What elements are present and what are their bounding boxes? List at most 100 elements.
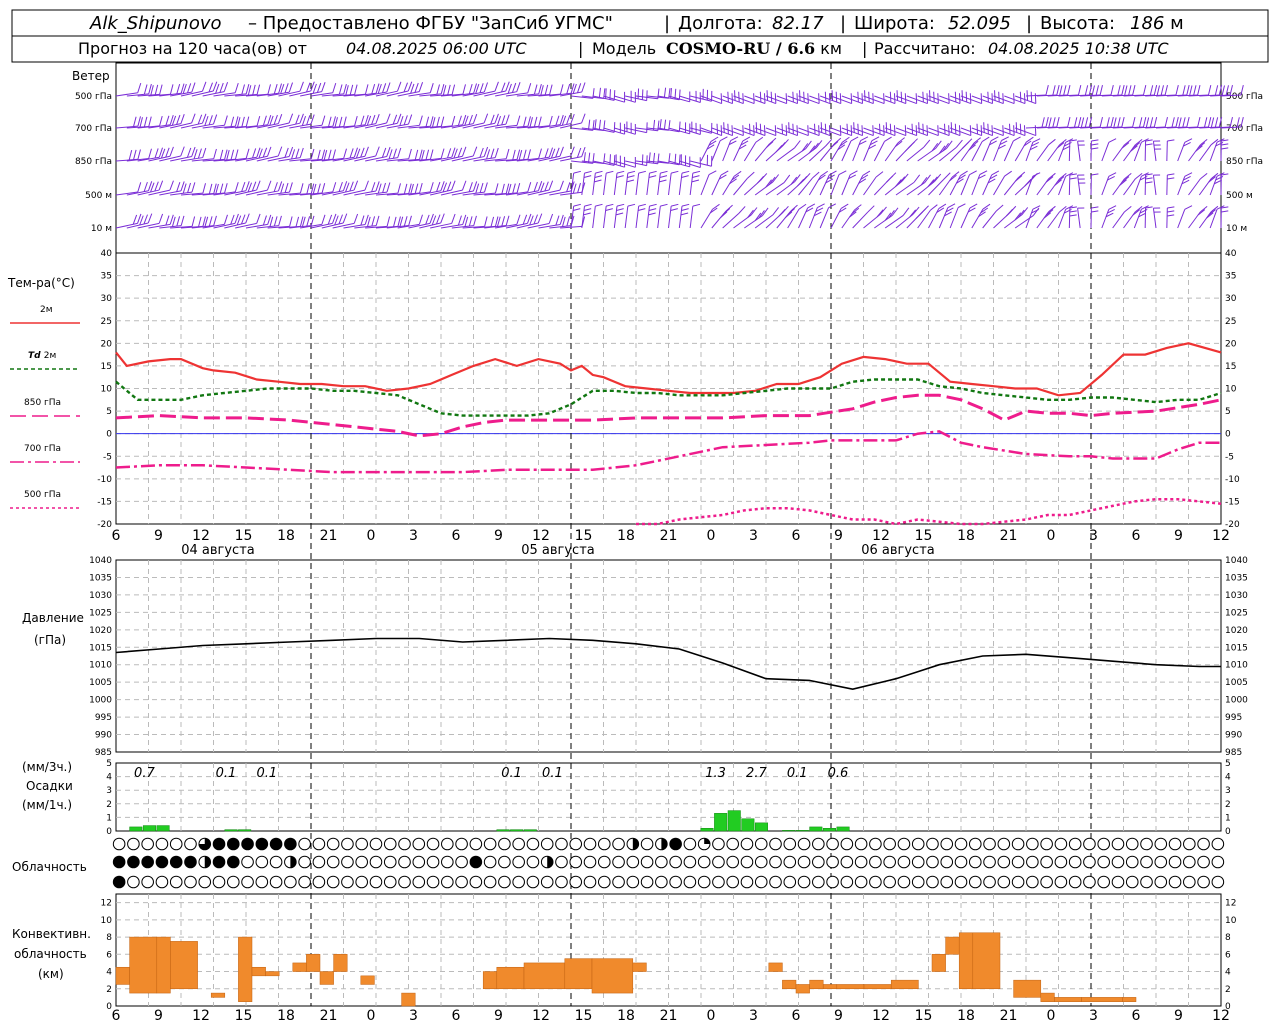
cloud-circle [569, 837, 583, 851]
wind-barb-feather [1056, 142, 1065, 149]
wind-barb-feather [1167, 206, 1175, 209]
wind-barb-feather [1084, 85, 1089, 96]
wind-barb-staff [365, 156, 387, 162]
wind-barb-staff [863, 176, 877, 196]
conv-bar [890, 979, 919, 990]
x-tick-label: 3 [749, 1008, 758, 1024]
wind-barb-feather [299, 81, 304, 92]
wind-barb-feather [215, 83, 220, 94]
conv-bar [210, 992, 226, 998]
cloud-circle [1026, 855, 1039, 869]
temp-series-line [115, 378, 1222, 417]
wind-barb-staff [841, 140, 852, 162]
wind-barb-feather [731, 93, 733, 104]
y-tick-left: 1010 [89, 661, 112, 671]
wind-barb-feather [838, 207, 847, 213]
wind-barb-feather [425, 214, 430, 225]
wind-barb-feather [904, 93, 907, 104]
wind-barb-staff [1004, 95, 1026, 105]
wind-barb-feather [234, 82, 239, 93]
wind-barb-feather [507, 183, 512, 194]
wind-barb-feather [1124, 205, 1132, 213]
temp-series-line [115, 342, 1222, 397]
wind-barb-feather [1132, 142, 1141, 149]
wind-barb-feather [889, 91, 892, 103]
model-label: Модель [592, 39, 656, 58]
wind-barb-feather [440, 213, 445, 224]
wind-barb-feather [839, 125, 842, 136]
wind-barb-staff [1123, 94, 1144, 97]
wind-barb-feather [577, 182, 581, 193]
cloud-circle [1197, 855, 1210, 869]
wind-barb-staff [202, 91, 225, 97]
wind-barb-feather [230, 116, 235, 127]
wind-barb-staff [1058, 126, 1079, 129]
wind-barb-feather [1088, 84, 1093, 96]
wind-barb-feather [479, 182, 484, 193]
wind-barb-feather [295, 148, 300, 159]
wind-barb-feather [740, 140, 749, 146]
cloud-circle [583, 837, 597, 851]
cloud-circle [1068, 875, 1082, 889]
wind-barb-feather [159, 115, 163, 127]
wind-barb-feather [998, 91, 1000, 103]
wind-barb-feather [237, 117, 241, 128]
wind-barb-staff [1155, 94, 1176, 97]
wind-barb-staff [321, 222, 344, 229]
wind-barb-feather [273, 114, 278, 125]
wind-barb-feather [1186, 84, 1190, 96]
wind-barb-feather [483, 82, 489, 93]
x-tick-label: 18 [957, 528, 975, 544]
wind-barb-feather [548, 147, 553, 158]
wind-barb-staff [462, 225, 485, 229]
y-tick-right: 6 [1225, 950, 1231, 960]
wind-barb-staff [733, 127, 755, 137]
wind-barb-staff [646, 95, 669, 99]
legend-label-prefix: Td [28, 351, 44, 361]
wind-barb-feather [408, 114, 413, 125]
wind-barb-feather [360, 115, 365, 126]
wind-barb-staff [787, 127, 809, 137]
cloud-circle [968, 855, 982, 869]
wind-barb-staff [570, 160, 593, 164]
wind-barb-staff [375, 192, 398, 196]
wind-barb-feather [544, 148, 549, 159]
wind-level-label-right: 850 гПа [1226, 157, 1263, 167]
cloud-circle [1011, 875, 1025, 889]
wind-barb-feather [537, 213, 543, 224]
wind-barb-feather [1207, 116, 1212, 128]
wind-barb-feather [182, 83, 187, 94]
wind-barb-staff [505, 191, 528, 196]
wind-barb-feather [345, 85, 349, 96]
x-tick-label: 15 [915, 1008, 933, 1024]
cloud-circle [840, 837, 854, 851]
cloud-circle [726, 875, 740, 889]
wind-barb-feather [1043, 212, 1052, 219]
wind-barb-staff [668, 206, 672, 229]
cloud-circle [241, 855, 254, 869]
wind-barb-staff [657, 160, 680, 166]
y-tick-right: 1015 [1225, 643, 1248, 653]
wind-barb-feather [1218, 116, 1223, 128]
cloud-circle [597, 837, 611, 851]
wind-barb-feather [540, 85, 544, 96]
precip-bars [129, 810, 850, 832]
wind-barb-staff [397, 223, 420, 229]
wind-barb-feather [295, 216, 300, 227]
wind-barb-feather [989, 174, 998, 180]
x-tick-label: 9 [834, 528, 843, 544]
wind-barb-feather [727, 123, 729, 135]
wind-barb-staff [386, 123, 409, 129]
cloud-circle [569, 855, 583, 869]
wind-barb-feather [143, 181, 148, 192]
wind-barb-feather [461, 180, 467, 191]
wind-barb-staff [451, 155, 474, 162]
wind-barb-feather [893, 125, 896, 136]
wind-barb-staff [332, 189, 355, 196]
wind-barb-feather [256, 115, 261, 127]
wind-barb-feather [273, 83, 278, 94]
wind-barb-feather [1023, 125, 1026, 136]
wind-barb-staff [700, 95, 722, 105]
wind-barb-feather [501, 82, 506, 93]
wind-barb-staff [733, 95, 755, 105]
